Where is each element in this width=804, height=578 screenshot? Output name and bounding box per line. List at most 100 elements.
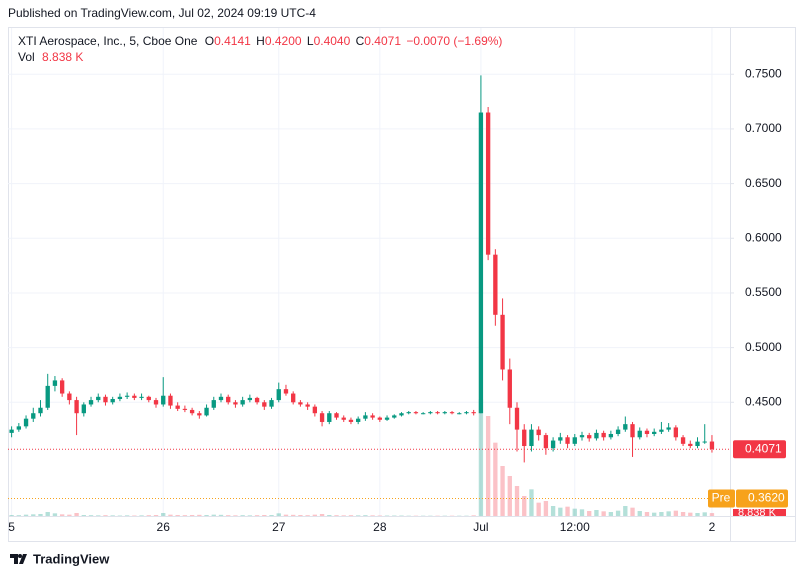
candle-body	[146, 396, 151, 401]
volume-bar	[139, 515, 144, 516]
candle-body	[623, 424, 628, 430]
volume-bar	[384, 515, 390, 516]
volume-bar	[493, 442, 498, 516]
legend-key: C	[356, 34, 365, 48]
premarket-price-tag	[736, 489, 788, 508]
volume-bar	[341, 515, 346, 516]
candle-body	[9, 429, 14, 433]
candle-body	[319, 413, 325, 422]
candle-body	[587, 435, 592, 439]
volume-bar	[558, 507, 563, 516]
candle-body	[435, 412, 440, 414]
volume-bar	[471, 515, 476, 516]
candle-body	[688, 443, 693, 447]
volume-bar	[608, 512, 614, 516]
candle-body	[16, 426, 21, 430]
candle-body	[305, 404, 310, 407]
candle-body	[493, 254, 498, 315]
candle-body	[211, 400, 216, 408]
candle-body	[189, 409, 195, 414]
candle-body	[406, 412, 411, 414]
volume-bar	[652, 512, 657, 516]
legend-volume: Vol 8.838 K	[18, 50, 83, 64]
y-tick-label: 0.5000	[745, 340, 782, 354]
candle-body	[334, 413, 339, 418]
volume-bar	[392, 515, 397, 516]
candle-body	[363, 415, 368, 419]
last-price-label: 0.4071	[745, 441, 782, 455]
volume-bar	[536, 502, 541, 516]
candle-body	[457, 413, 462, 415]
candle-body	[478, 112, 484, 414]
volume-bar	[132, 515, 137, 516]
volume-bar	[594, 510, 599, 516]
volume-bar	[298, 515, 303, 516]
volume-bar	[45, 512, 50, 516]
volume-bar	[327, 515, 332, 516]
candle-body	[341, 417, 346, 420]
symbol: XTI Aerospace, Inc., 5, Cboe One	[18, 34, 198, 48]
volume-bar	[103, 515, 108, 516]
candle-body	[139, 396, 144, 398]
volume-bar	[399, 515, 404, 516]
volume-tag	[733, 509, 786, 516]
volume-bar	[587, 511, 592, 516]
candle-body	[161, 395, 166, 405]
candle-body	[449, 412, 455, 414]
volume-bar	[240, 515, 245, 516]
legend-key: L	[307, 34, 314, 48]
candle-body	[572, 437, 577, 444]
volume-bar	[659, 512, 664, 516]
volume-bar	[168, 514, 173, 516]
volume-bar	[356, 515, 361, 516]
candle-body	[74, 400, 79, 414]
volume-bar	[81, 515, 86, 516]
legend-key: O	[205, 34, 214, 48]
volume-bar	[283, 514, 289, 516]
candle-body	[262, 402, 267, 407]
candle-body	[420, 413, 426, 415]
footer-logo	[10, 554, 27, 564]
volume-bar	[348, 515, 354, 516]
candle-body	[702, 441, 707, 443]
candle-body	[594, 432, 599, 439]
volume-bar	[88, 515, 94, 516]
candle-body	[709, 441, 715, 450]
candle-body	[168, 395, 173, 406]
last-price-tag	[733, 440, 786, 459]
candle-body	[240, 400, 245, 405]
volume-bar	[500, 466, 505, 516]
volume-bar	[507, 476, 512, 516]
candle-body	[601, 432, 606, 438]
candle-body	[88, 400, 94, 405]
published-note: Published on TradingView.com, Jul 02, 20…	[8, 6, 316, 20]
candle-body	[283, 389, 289, 394]
candle-body	[269, 400, 274, 407]
legend-value: 0.4141	[214, 34, 251, 48]
candle-body	[673, 427, 679, 438]
legend-ohlc: XTI Aerospace, Inc., 5, Cboe One O0.4141…	[18, 34, 502, 48]
volume-bar	[52, 513, 58, 516]
volume-bar	[211, 514, 216, 516]
volume-bar	[601, 511, 606, 516]
volume-bar	[565, 506, 570, 516]
candle-body	[276, 389, 281, 401]
candle-body	[558, 437, 563, 441]
candle-body	[615, 429, 621, 434]
y-tick-label: 0.4500	[745, 394, 782, 408]
candle-body	[204, 407, 209, 416]
candle-body	[500, 314, 505, 370]
candle-body	[652, 431, 657, 434]
candle-body	[132, 395, 137, 398]
volume-bar	[377, 515, 382, 516]
candle-body	[399, 413, 404, 416]
candle-body	[637, 430, 642, 438]
volume-bar	[218, 514, 224, 516]
premarket-price: 0.3620	[748, 491, 785, 505]
candle-body	[507, 369, 512, 408]
volume-bar	[695, 513, 700, 516]
candle-body	[392, 415, 397, 418]
volume-bars	[9, 399, 715, 516]
volume-bar	[110, 515, 115, 516]
